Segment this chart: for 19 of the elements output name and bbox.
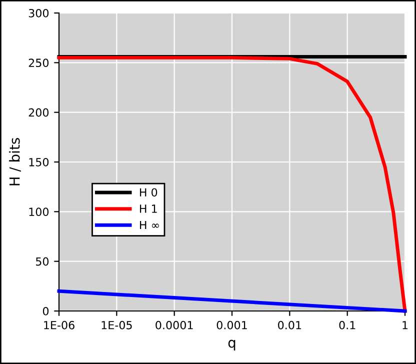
legend-label: H 0 (140, 188, 158, 197)
y-tick-label: 50 (36, 257, 49, 266)
legend-label: H 1 (140, 204, 157, 213)
y-tick-label: 300 (28, 8, 49, 18)
y-tick-label: 250 (28, 58, 49, 68)
y-tick-label: 100 (29, 208, 49, 216)
x-tick-label: 0.1 (339, 320, 356, 330)
x-tick-label: 1E-06 (44, 320, 74, 330)
y-tick-label: 0 (42, 306, 49, 316)
y-axis-title: H / bits (9, 138, 21, 186)
x-axis-title: q (228, 340, 236, 350)
x-tick-label: 1 (402, 321, 408, 330)
y-tick-label: 150 (29, 158, 49, 166)
x-tick-label: 0.01 (278, 320, 302, 330)
x-tick-label: 1E-05 (102, 320, 132, 330)
x-tick-label: 0.001 (216, 320, 247, 330)
legend-label: H ∞ (140, 220, 159, 230)
x-tick-label: 0.0001 (156, 320, 193, 330)
y-tick-label: 200 (28, 108, 49, 117)
